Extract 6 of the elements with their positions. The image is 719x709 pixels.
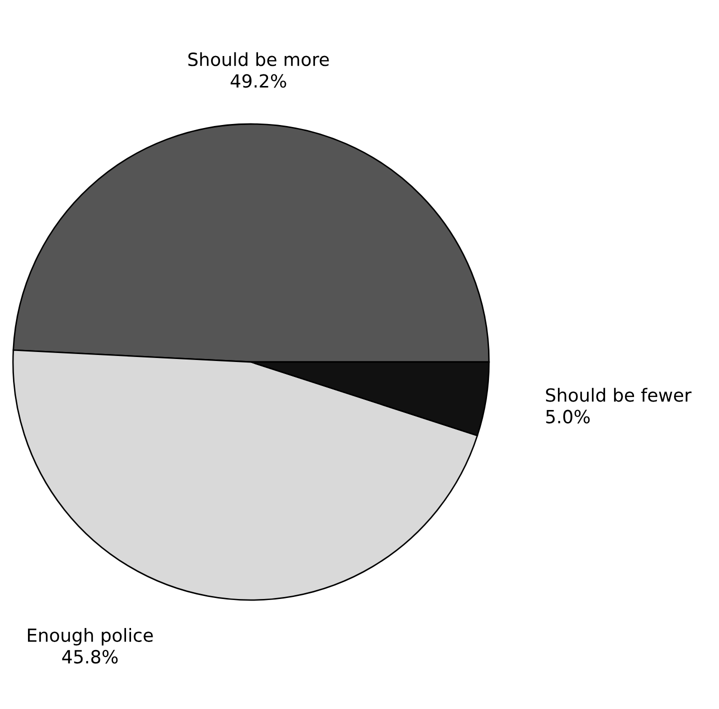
data-label: 5.0% [546, 410, 590, 424]
data-label: 49.2% [230, 74, 286, 88]
slice-label: Should be more [188, 52, 329, 66]
data-label: 45.8% [62, 650, 118, 664]
slice-label: Should be fewer [546, 388, 692, 402]
slice-label: Enough police [28, 628, 153, 646]
